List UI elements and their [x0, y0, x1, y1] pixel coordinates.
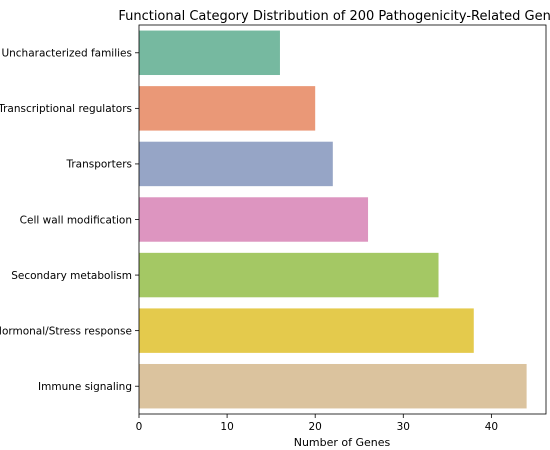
- y-tick-label-uncharacterized-families: Uncharacterized families: [1, 48, 132, 60]
- bars-layer: [139, 30, 527, 409]
- bar-cell-wall-modification: [139, 197, 369, 242]
- y-tick-label-cell-wall-modification: Cell wall modification: [20, 214, 132, 226]
- y-tick-label-hormonal-stress-response: Hormonal/Stress response: [0, 325, 132, 337]
- bar-transporters: [139, 141, 333, 187]
- y-tick-label-secondary-metabolism: Secondary metabolism: [11, 270, 132, 282]
- x-tick-label-20: 20: [309, 421, 322, 433]
- y-tick-label-transporters: Transporters: [65, 159, 132, 171]
- y-tick-label-immune-signaling: Immune signaling: [38, 381, 132, 393]
- axes-layer: Uncharacterized families Transcriptional …: [0, 24, 547, 433]
- x-tick-label-0: 0: [136, 421, 143, 433]
- bar-secondary-metabolism: [139, 252, 439, 298]
- bar-hormonal-stress-response: [139, 308, 474, 353]
- bar-immune-signaling: [139, 363, 527, 409]
- x-tick-label-30: 30: [397, 421, 410, 433]
- x-tick-label-10: 10: [220, 421, 233, 433]
- y-tick-label-transcriptional-regulators: Transcriptional regulators: [0, 103, 132, 115]
- x-tick-label-40: 40: [485, 421, 498, 433]
- bar-uncharacterized-families: [139, 30, 280, 76]
- x-axis-title: Number of Genes: [294, 436, 391, 449]
- chart-title: Functional Category Distribution of 200 …: [118, 9, 550, 24]
- plot-frame: [138, 24, 547, 415]
- bar-transcriptional-regulators: [139, 86, 316, 131]
